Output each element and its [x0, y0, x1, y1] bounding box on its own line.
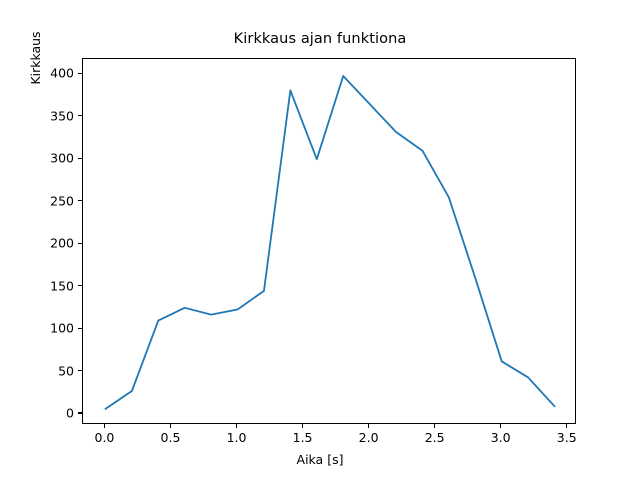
y-tick-label: 400 — [50, 65, 74, 81]
y-tick-mark — [78, 115, 82, 117]
y-tick-mark — [78, 72, 82, 74]
y-tick-mark — [78, 157, 82, 159]
y-tick-label: 0 — [66, 405, 74, 421]
x-tick-label: 1.0 — [226, 430, 247, 445]
x-tick-mark — [236, 424, 238, 428]
x-tick-mark — [169, 424, 172, 428]
y-tick-mark — [78, 242, 82, 244]
chart-title: Kirkkaus ajan funktiona — [233, 31, 407, 47]
x-tick-mark — [566, 424, 568, 428]
y-tick-mark — [78, 370, 82, 372]
x-tick-label: 2.5 — [424, 430, 445, 445]
x-tick-label: 0.5 — [160, 430, 181, 445]
x-axis-label: Aika [s] — [296, 452, 344, 467]
x-tick-mark — [103, 424, 105, 428]
x-tick-label: 3.0 — [490, 430, 511, 445]
y-tick-mark — [78, 285, 82, 287]
y-tick-label: 350 — [50, 108, 74, 124]
x-tick-label: 3.5 — [556, 430, 577, 445]
y-tick-label: 300 — [50, 150, 74, 166]
y-axis-label: Kirkkaus — [28, 31, 43, 85]
x-tick-label: 2.0 — [358, 430, 379, 445]
line-plot-svg — [104, 75, 556, 410]
y-tick-mark — [78, 200, 82, 202]
y-tick-mark — [78, 412, 82, 414]
y-tick-label: 250 — [50, 193, 74, 209]
x-tick-mark — [302, 424, 304, 428]
x-tick-label: 1.5 — [292, 430, 313, 445]
data-series-line — [104, 75, 556, 410]
y-tick-label: 50 — [58, 363, 74, 378]
x-tick-mark — [368, 424, 370, 428]
plot-axes — [82, 58, 576, 424]
y-tick-mark — [78, 327, 82, 329]
x-tick-mark — [434, 424, 436, 428]
y-tick-label: 200 — [50, 235, 74, 251]
y-tick-label: 150 — [50, 278, 74, 294]
x-tick-label: 0.0 — [94, 430, 115, 445]
x-tick-mark — [500, 424, 502, 428]
y-tick-label: 100 — [50, 320, 74, 336]
